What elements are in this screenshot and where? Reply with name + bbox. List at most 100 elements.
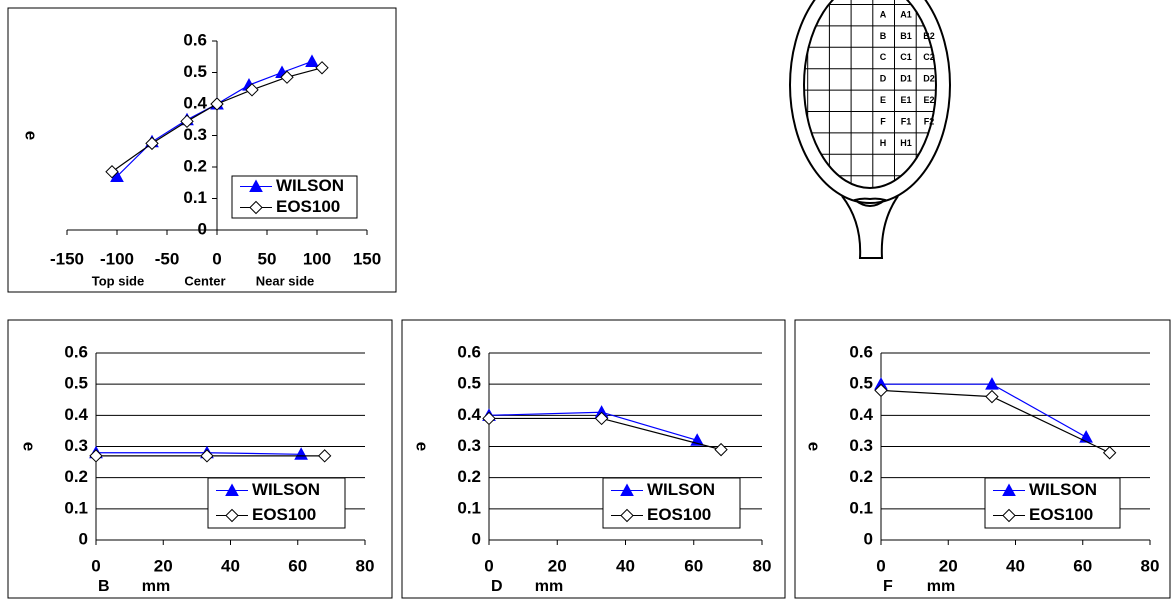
y-tick-label: 0 [198,219,207,238]
chart-frame [401,319,786,599]
marker [317,449,332,463]
y-tick-label: 0.4 [183,93,207,112]
marker [1002,483,1016,496]
marker [245,83,259,97]
x-tick-label: 0 [484,556,493,575]
y-tick-label: 0.6 [183,30,207,49]
legend-label: WILSON [276,176,344,195]
marker [1102,446,1117,460]
x-tick-label: 50 [258,249,277,268]
y-tick-label: 0.3 [183,125,207,144]
cell-label: H1 [900,138,912,148]
y-axis-label: e [22,131,41,140]
y-tick-label: 0.3 [849,436,873,455]
series-line [488,411,698,441]
cell-label: D2 [923,74,935,84]
marker [594,411,609,426]
y-tick-label: 0.6 [849,342,873,361]
cell-label: A1 [900,9,912,19]
y-tick-label: 0.5 [183,62,207,81]
x-tick-label: 150 [353,249,381,268]
x-tick-label: 80 [753,556,772,575]
cell-label: A [880,9,887,19]
cell-label: B [880,31,887,41]
x-tick-label: 0 [876,556,885,575]
x-axis-label: B [98,578,110,595]
x-tick-label: -150 [50,249,84,268]
racket-inner [803,0,937,189]
x-tick-label: -50 [155,249,180,268]
chart-frame [7,319,393,599]
marker [249,200,263,215]
cell-label: E1 [900,95,911,105]
legend-label: EOS100 [1029,505,1093,524]
y-tick-label: 0.6 [457,342,481,361]
marker [225,483,239,496]
marker [315,61,329,75]
racket-frame [789,0,951,204]
cell-label: D1 [900,74,912,84]
x-axis-label: mm [927,578,955,595]
y-tick-label: 0.1 [64,498,88,517]
x-tick-label: 0 [212,249,221,268]
marker [249,179,263,192]
marker [294,447,308,460]
y-tick-label: 0 [79,529,88,548]
marker [1002,508,1016,523]
marker [620,508,634,523]
x-tick-label: 20 [154,556,173,575]
y-tick-label: 0.1 [457,498,481,517]
x-tick-label: 0 [91,556,100,575]
y-tick-label: 0.5 [849,374,873,393]
marker [985,389,999,404]
x-tick-label: 40 [616,556,635,575]
x-tick-label: 80 [356,556,375,575]
marker [874,383,888,398]
legend-label: EOS100 [252,505,316,524]
cell-label: C2 [923,52,935,62]
x-axis-label: F [883,578,893,595]
y-tick-label: 0.5 [64,374,88,393]
marker [145,136,159,151]
marker [225,508,239,523]
marker [482,411,496,426]
y-tick-label: 0.3 [457,436,481,455]
cell-label: B2 [923,31,935,41]
legend-label: EOS100 [276,197,340,216]
x-tick-label: 20 [548,556,567,575]
cell-label: H [880,138,887,148]
y-tick-label: 0.5 [457,374,481,393]
legend-label: WILSON [252,480,320,499]
y-axis-label: e [805,442,824,451]
y-axis-label: e [20,442,39,451]
racket-handle [841,195,899,259]
x-axis-label: Near side [256,273,315,288]
cell-label: E2 [923,95,934,105]
x-tick-label: 40 [221,556,240,575]
y-tick-label: 0.4 [64,405,88,424]
series-line [489,417,722,451]
y-tick-label: 0 [864,529,873,548]
y-tick-label: 0.1 [849,498,873,517]
cell-label: F2 [924,116,935,126]
legend-label: EOS100 [647,505,711,524]
series-line [96,452,302,455]
racket-throat [852,197,888,207]
x-tick-label: 60 [1073,556,1092,575]
marker [180,114,194,129]
y-tick-label: 0.2 [457,467,481,486]
x-axis-label: mm [535,578,563,595]
y-tick-label: 0.2 [183,156,207,175]
y-axis-label: e [413,442,432,451]
y-tick-label: 0.2 [64,467,88,486]
marker [280,70,294,84]
marker [985,377,999,390]
x-axis-label: D [491,578,503,595]
y-tick-label: 0.3 [64,436,88,455]
chart-frame [7,7,397,293]
cell-label: C [880,52,887,62]
y-tick-label: 0.6 [64,342,88,361]
x-tick-label: 20 [939,556,958,575]
